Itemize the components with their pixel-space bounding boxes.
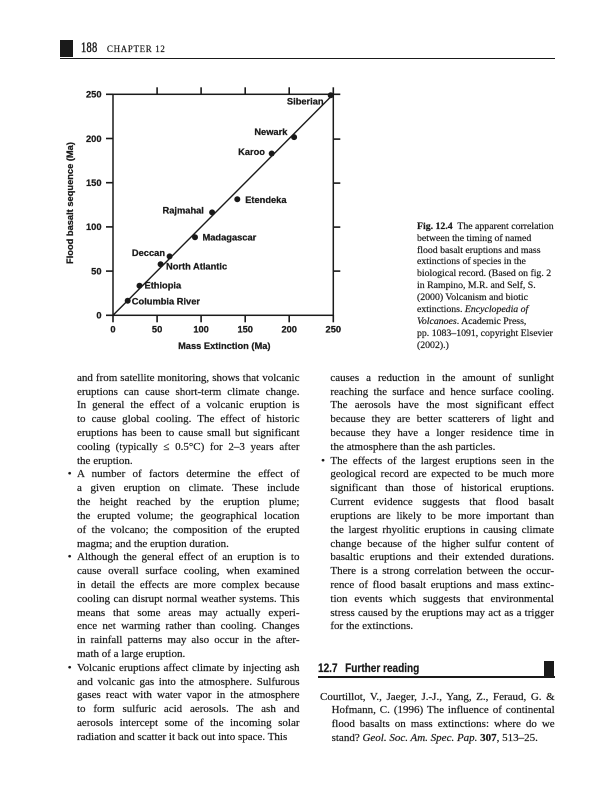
- svg-text:250: 250: [326, 324, 342, 334]
- svg-text:Deccan: Deccan: [132, 248, 165, 258]
- svg-text:150: 150: [237, 324, 253, 334]
- svg-text:Karoo: Karoo: [238, 147, 265, 157]
- svg-text:150: 150: [86, 178, 102, 188]
- svg-text:0: 0: [96, 311, 101, 321]
- svg-text:Madagascar: Madagascar: [203, 232, 257, 242]
- svg-text:Rajmahal: Rajmahal: [163, 206, 204, 216]
- svg-text:Etendeka: Etendeka: [245, 195, 287, 205]
- svg-text:Columbia River: Columbia River: [132, 296, 201, 306]
- svg-text:Mass Extinction (Ma): Mass Extinction (Ma): [178, 341, 270, 351]
- svg-text:50: 50: [152, 324, 162, 334]
- svg-text:North Atlantic: North Atlantic: [166, 262, 227, 272]
- svg-text:250: 250: [86, 90, 102, 100]
- svg-text:100: 100: [193, 324, 209, 334]
- svg-text:100: 100: [86, 222, 102, 232]
- svg-text:50: 50: [91, 266, 101, 276]
- svg-text:Newark: Newark: [254, 127, 288, 137]
- svg-text:Flood basalt sequence (Ma): Flood basalt sequence (Ma): [65, 142, 75, 264]
- svg-text:Ethiopia: Ethiopia: [145, 281, 182, 291]
- svg-text:200: 200: [281, 324, 297, 334]
- svg-text:200: 200: [86, 134, 102, 144]
- svg-text:0: 0: [110, 324, 115, 334]
- svg-text:Siberian: Siberian: [287, 96, 324, 106]
